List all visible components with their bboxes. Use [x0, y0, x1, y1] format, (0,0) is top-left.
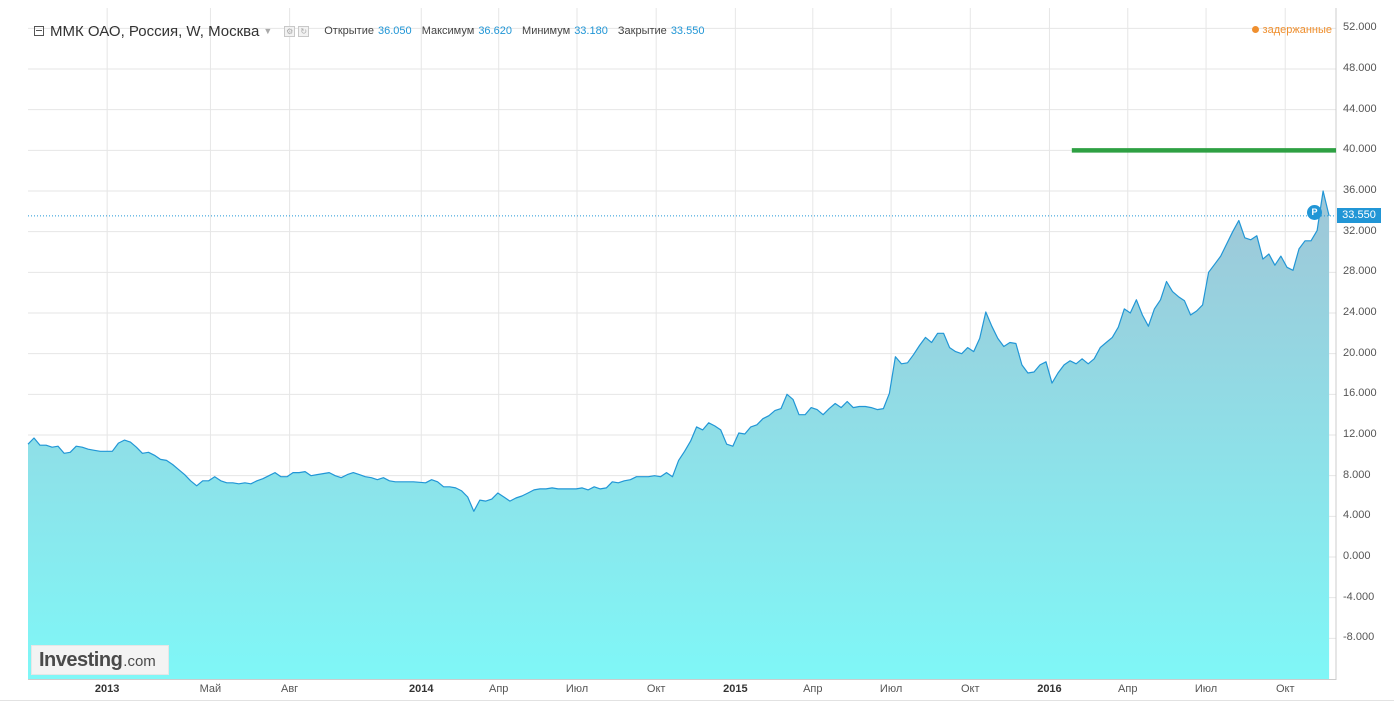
investing-logo: Investing .com [31, 645, 169, 675]
high-value: 36.620 [478, 25, 512, 37]
y-tick-label: 52.000 [1343, 21, 1377, 34]
collapse-icon[interactable] [34, 26, 44, 36]
open-label: Открытие [324, 25, 374, 37]
chevron-down-icon[interactable]: ▼ [263, 26, 273, 36]
ohlc-values: Открытие 36.050 Максимум 36.620 Минимум 33.… [324, 25, 711, 37]
last-price-badge: 33.550 [1337, 208, 1381, 224]
logo-suffix: .com [123, 653, 156, 670]
p-marker-icon[interactable]: P [1307, 204, 1322, 220]
x-tick-label: Окт [646, 683, 666, 695]
delayed-label: задержанные [1262, 24, 1332, 36]
price-area-fill [28, 191, 1330, 679]
chart-overlays [28, 148, 1336, 217]
y-tick-label: 44.000 [1343, 102, 1377, 115]
status-dot-icon [1251, 26, 1259, 33]
x-tick-label: 2014 [409, 683, 434, 695]
x-tick-label: Апр [1118, 683, 1138, 695]
x-tick-label: 2015 [723, 683, 748, 695]
open-value: 36.050 [377, 25, 412, 37]
y-tick-label: 0.000 [1343, 550, 1371, 562]
x-tick-label: Июл [879, 683, 903, 695]
low-value: 33.180 [574, 25, 608, 37]
y-tick-label: 28.000 [1343, 265, 1377, 278]
delayed-indicator: задержанные [1251, 24, 1332, 36]
y-tick-label: 24.000 [1343, 306, 1377, 318]
x-tick-label: Апр [488, 683, 509, 695]
y-tick-label: 16.000 [1343, 387, 1377, 400]
x-tick-label: Май [199, 683, 222, 695]
logo-main: Investing [39, 648, 123, 671]
instrument-title[interactable]: ММК ОАО, Россия, W, Москва [50, 22, 260, 40]
refresh-icon[interactable]: ↻ [298, 25, 310, 37]
y-tick-label: 20.000 [1343, 346, 1377, 359]
y-tick-label: -4.000 [1343, 590, 1375, 603]
price-area [27, 190, 1330, 679]
low-label: Минимум [522, 25, 571, 37]
settings-icon[interactable]: ⚙ [284, 25, 296, 37]
x-tick-label: Окт [961, 683, 980, 695]
y-tick-label: 36.000 [1343, 184, 1377, 196]
x-tick-label: Апр [803, 683, 823, 695]
chart-header: ММК ОАО, Россия, W, Москва ▼ ⚙ ↻ Открыти… [34, 20, 711, 42]
x-tick-label: Июл [565, 683, 589, 695]
close-label: Закрытие [617, 25, 667, 37]
y-tick-label: 32.000 [1343, 224, 1377, 237]
y-tick-label: 40.000 [1343, 143, 1377, 156]
x-tick-label: Окт [1275, 683, 1295, 695]
x-tick-label: Авг [280, 683, 299, 695]
high-label: Максимум [421, 25, 475, 37]
x-tick-label: 2013 [94, 683, 120, 695]
x-tick-label: 2016 [1037, 683, 1062, 695]
y-tick-label: 8.000 [1343, 468, 1371, 481]
x-tick-label: Июл [1194, 683, 1218, 695]
close-value: 33.550 [670, 25, 705, 37]
y-tick-label: 12.000 [1343, 428, 1377, 440]
y-tick-label: 4.000 [1343, 509, 1371, 522]
price-line [27, 190, 1330, 512]
y-tick-label: -8.000 [1343, 631, 1375, 644]
y-tick-label: 48.000 [1343, 62, 1377, 74]
